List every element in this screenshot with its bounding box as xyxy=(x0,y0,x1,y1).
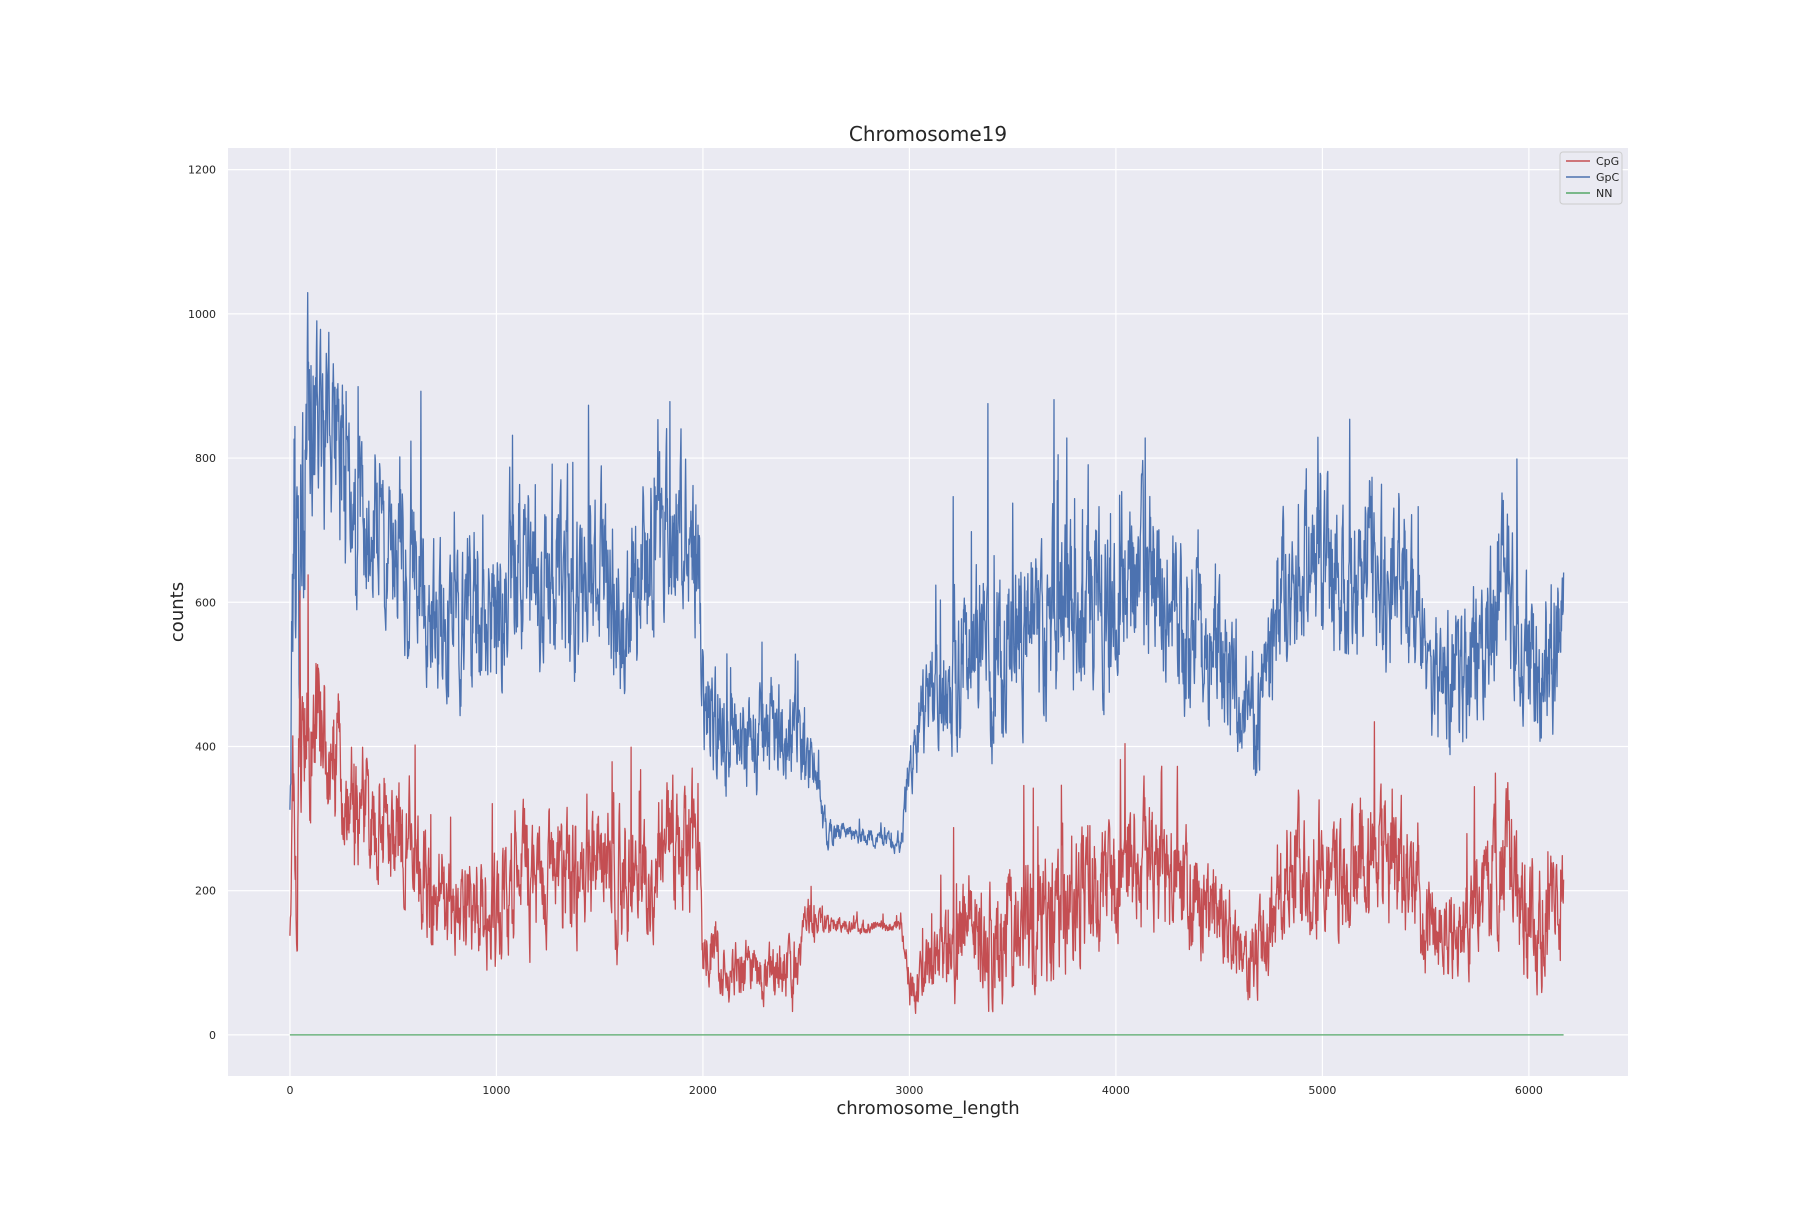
x-tick-label: 0 xyxy=(286,1084,293,1097)
x-axis-label: chromosome_length xyxy=(836,1098,1019,1119)
series-layer xyxy=(289,292,1565,1036)
x-tick-label: 3000 xyxy=(895,1084,923,1097)
y-tick-label: 200 xyxy=(195,885,216,898)
x-tick-label: 6000 xyxy=(1515,1084,1543,1097)
series-line-gpc xyxy=(289,292,1565,855)
x-tick-label: 2000 xyxy=(689,1084,717,1097)
legend-label-cpg: CpG xyxy=(1596,155,1619,168)
legend: CpG GpC NN xyxy=(1559,151,1623,205)
y-tick-label: 400 xyxy=(195,740,216,753)
legend-label-gpc: GpC xyxy=(1596,171,1620,184)
y-tick-label: 800 xyxy=(195,452,216,465)
y-tick-label: 1000 xyxy=(188,308,216,321)
x-tick-label: 5000 xyxy=(1308,1084,1336,1097)
y-tick-label: 600 xyxy=(195,596,216,609)
chart-title: Chromosome19 xyxy=(849,122,1007,146)
x-tick-label: 4000 xyxy=(1102,1084,1130,1097)
x-tick-label: 1000 xyxy=(482,1084,510,1097)
y-axis-label: counts xyxy=(167,582,188,642)
series-line-cpg xyxy=(289,574,1565,1014)
legend-label-nn: NN xyxy=(1596,187,1612,200)
y-tick-label: 1200 xyxy=(188,164,216,177)
legend-box xyxy=(1559,151,1623,205)
x-tick-labels: 0 1000 2000 3000 4000 5000 6000 xyxy=(286,1084,1542,1097)
y-tick-label: 0 xyxy=(209,1029,216,1042)
y-tick-labels: 0 200 400 600 800 1000 1200 xyxy=(188,164,216,1042)
